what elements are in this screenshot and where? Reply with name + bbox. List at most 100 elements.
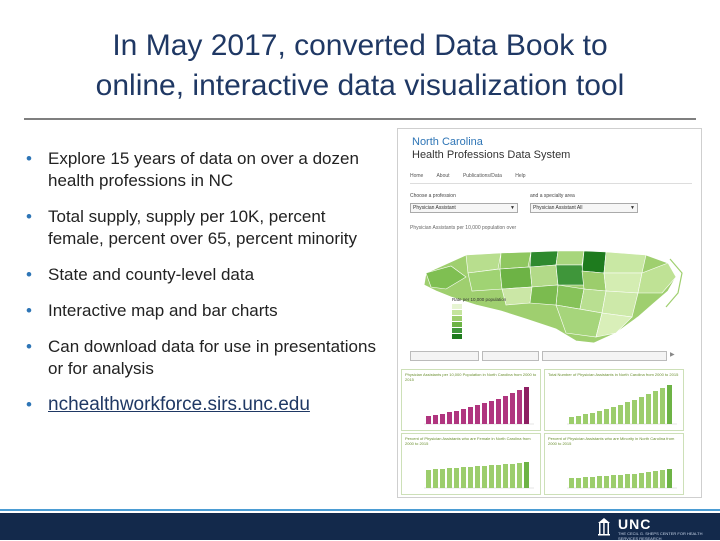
bullet-dot-icon: • [26, 207, 32, 226]
bar [482, 466, 487, 488]
bar [618, 405, 623, 424]
legend-swatch [452, 309, 462, 315]
bar [447, 412, 452, 424]
map-legend: Rate per 10,000 population [452, 297, 512, 339]
bar [576, 416, 581, 424]
bar [625, 402, 630, 424]
bar [426, 470, 431, 488]
specialty-select-label: and a specialty area [530, 193, 575, 199]
bar [632, 400, 637, 424]
bar [590, 413, 595, 424]
bar [489, 401, 494, 424]
profession-select[interactable]: Physician Assistant ▼ [410, 203, 518, 213]
bullet-item: • State and county-level data [26, 265, 255, 284]
data-system-screenshot: North Carolina Health Professions Data S… [397, 128, 702, 498]
chevron-down-icon: ▼ [630, 205, 635, 211]
bar [583, 477, 588, 488]
footer-accent-line [0, 509, 720, 511]
bullet-item: • nchealthworkforce.sirs.unc.edu [22, 394, 382, 416]
bar [639, 397, 644, 424]
bullet-dot-icon: • [26, 149, 32, 168]
bullet-item: • Explore 15 years of data on over a doze… [26, 149, 359, 190]
nav-home[interactable]: Home [410, 173, 424, 179]
bar [468, 407, 473, 424]
bar [569, 417, 574, 424]
bar [646, 394, 651, 424]
bar-group [426, 387, 529, 424]
bar [660, 470, 665, 488]
chevron-down-icon: ▼ [510, 205, 515, 211]
bullet-item: • Can download data for use in presentati… [26, 337, 376, 378]
chart-card-minority: Percent of Physician Assistants who are … [544, 433, 684, 495]
bullet-dot-icon: • [26, 337, 32, 356]
bar [489, 465, 494, 488]
bar-group [569, 469, 672, 488]
bar [646, 472, 651, 488]
specialty-select[interactable]: Physician Assistant All ▼ [530, 203, 638, 213]
screenshot-title: North Carolina Health Professions Data S… [412, 136, 571, 161]
bullet-dot-icon: • [26, 301, 32, 320]
slide-title: In May 2017, converted Data Book to onli… [0, 26, 720, 106]
unc-logo-text: UNC [618, 516, 652, 532]
bar [653, 391, 658, 424]
bar [597, 476, 602, 488]
map-controls: ▶ [410, 351, 692, 361]
bar [461, 409, 466, 424]
website-link[interactable]: nchealthworkforce.sirs.unc.edu [48, 394, 310, 415]
nav-help[interactable]: Help [515, 173, 526, 179]
bullet-item: • Interactive map and bar charts [26, 301, 278, 320]
bar [597, 411, 602, 424]
bar [583, 414, 588, 424]
legend-swatch [452, 333, 462, 339]
bar [611, 407, 616, 424]
map-control-button[interactable] [482, 351, 539, 361]
bar [590, 477, 595, 488]
bar-chart-female [424, 462, 534, 489]
old-well-logo-icon [598, 518, 610, 536]
bar [468, 467, 473, 488]
legend-swatch [452, 327, 462, 333]
bar [482, 403, 487, 424]
title-line-2: online, interactive data visualization t… [95, 69, 625, 102]
title-divider [24, 118, 696, 120]
bullet-dot-icon: • [26, 395, 32, 414]
screenshot-nav: Home About Publications/Data Help [410, 173, 692, 184]
play-icon[interactable]: ▶ [670, 352, 675, 358]
bar [667, 385, 672, 424]
bar [576, 478, 581, 488]
bar [496, 465, 501, 488]
bar [653, 471, 658, 488]
bar [604, 409, 609, 424]
bar-chart-total [567, 385, 677, 425]
bar [433, 415, 438, 424]
bar-chart-rate [424, 387, 534, 425]
bar [475, 405, 480, 424]
bar [433, 469, 438, 488]
bar [503, 396, 508, 424]
bar [440, 469, 445, 488]
map-caption: Physician Assistants per 10,000 populati… [410, 225, 517, 231]
bar [632, 474, 637, 488]
bar [611, 475, 616, 488]
chart-card-rate: Physician Assistants per 10,000 Populati… [401, 369, 541, 431]
bar [517, 463, 522, 488]
nav-about[interactable]: About [436, 173, 450, 179]
legend-swatch [452, 321, 462, 327]
legend-swatch [452, 303, 462, 309]
nc-county-map[interactable] [406, 233, 696, 351]
map-control-button[interactable] [410, 351, 479, 361]
footer-bar: UNC THE CECIL G. SHEPS CENTER FOR HEALTH… [0, 513, 720, 541]
bar [667, 469, 672, 488]
title-line-1: In May 2017, converted Data Book to [112, 29, 608, 62]
legend-swatch [452, 315, 462, 321]
nav-publications[interactable]: Publications/Data [462, 173, 502, 179]
sheps-center-text: THE CECIL G. SHEPS CENTER FOR HEALTH SER… [618, 531, 703, 541]
bar [426, 416, 431, 424]
bar [454, 468, 459, 488]
chart-card-female: Percent of Physician Assistants who are … [401, 433, 541, 495]
chart-card-total: Total Number of Physician Assistants in … [544, 369, 684, 431]
bar [510, 464, 515, 488]
map-slider[interactable] [542, 351, 667, 361]
bar [496, 399, 501, 424]
bar [660, 388, 665, 424]
